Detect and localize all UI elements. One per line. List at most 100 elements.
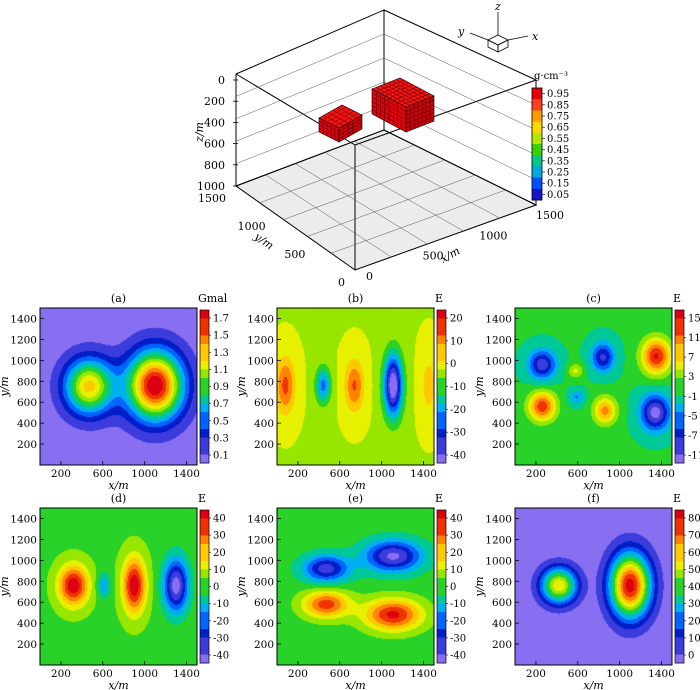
density-colorbar-tick-label: 0.15 bbox=[547, 179, 569, 190]
panel-c-colorbar-tick-label: -11 bbox=[688, 451, 700, 462]
panel-e-x-tick-label: 600 bbox=[330, 668, 350, 680]
panel-a-colorbar-segment bbox=[200, 335, 209, 345]
panel-a-colorbar-tick-label: 1.1 bbox=[213, 365, 229, 376]
panel-b-colorbar-segment bbox=[437, 395, 446, 404]
panel-b-colorbar-segment bbox=[437, 344, 446, 353]
panel-a-colorbar-segment bbox=[200, 318, 209, 328]
panel-e-colorbar-segment bbox=[437, 629, 446, 638]
orientation-triad: z x y bbox=[457, 0, 539, 53]
panel-e-colorbar-segment bbox=[437, 620, 446, 630]
panel-f-colorbar-tick-label: 50 bbox=[688, 565, 700, 576]
panel-d-y-tick-label: 600 bbox=[17, 597, 37, 609]
z-tick-label: 400 bbox=[204, 116, 225, 129]
panel-d-x-tick-label: 600 bbox=[93, 668, 113, 680]
panel-b: (b)200 600 1000 1400x/m14001200100080060040… bbox=[235, 292, 466, 492]
density-colorbar-title: g·cm⁻³ bbox=[534, 71, 568, 82]
panel-a-colorbar-segment bbox=[200, 310, 209, 319]
panel-f-colorbar-segment bbox=[675, 654, 684, 664]
panel-d-colorbar-tick-label: -30 bbox=[213, 633, 229, 644]
panel-b-y-tick-label: 1200 bbox=[247, 334, 274, 346]
x-tick-label: 0 bbox=[366, 270, 373, 283]
panel-d-colorbar-segment bbox=[200, 527, 209, 536]
panel-a-colorbar-tick-label: 0.1 bbox=[213, 451, 229, 462]
z-tick-label: 0 bbox=[218, 74, 225, 87]
density-colorbar: 0.950.850.750.650.550.450.350.250.150.05 bbox=[531, 87, 569, 201]
panel-f-y-tick-label: 1000 bbox=[485, 555, 512, 567]
panel-d-colorbar-tick-label: 10 bbox=[213, 565, 226, 576]
panel-a: (a) 200 600 1000 1400 x/m 1400 1200 1000 800 600 40… bbox=[0, 292, 229, 492]
panel-a-field bbox=[40, 308, 197, 465]
density-colorbar-tick-label: 0.55 bbox=[547, 134, 569, 145]
panel-b-colorbar-segment bbox=[437, 378, 446, 387]
panel-grid: (a)200 600 1000 1400x/m14001200100080060040… bbox=[0, 292, 700, 690]
panel-b-colorbar-segment bbox=[437, 403, 446, 413]
panel-e-colorbar-segment bbox=[437, 586, 446, 596]
panel-d-colorbar-segment bbox=[200, 595, 209, 604]
panel-d-field bbox=[40, 508, 197, 665]
triad-z-label: z bbox=[494, 0, 501, 13]
panel-a-colorbar-tick-label: 1.5 bbox=[213, 331, 229, 342]
panel-a-frame bbox=[39, 307, 198, 466]
z-axis-label: z/m bbox=[193, 122, 206, 143]
panel-f-field bbox=[515, 508, 672, 665]
z-tick-label: 200 bbox=[204, 95, 225, 108]
panel-a-y-tick-label: 600 bbox=[17, 397, 37, 409]
panel-b-colorbar-tick-label: 0 bbox=[450, 359, 456, 370]
cube-grid bbox=[235, 33, 537, 258]
panel-d-x-axis-label: x/m bbox=[108, 679, 128, 690]
panel-f-y-axis-label: y/m bbox=[473, 576, 486, 597]
panel-b-colorbar-tick-label: 10 bbox=[450, 336, 463, 347]
panel-e-x-tick-label: 1000 bbox=[368, 668, 395, 680]
panel-e-colorbar-tick-label: -20 bbox=[450, 616, 466, 627]
panel-a-y-axis-label: y/m bbox=[0, 376, 11, 397]
x-tick-label: 500 bbox=[423, 250, 444, 263]
panel-b-colorbar-tick-label: -40 bbox=[450, 451, 466, 462]
panel-e-x-tick-label: 200 bbox=[288, 668, 308, 680]
density-colorbar-segment bbox=[532, 99, 542, 111]
panel-b-colorbar-segment bbox=[437, 437, 446, 447]
panel-f-colorbar-segment bbox=[675, 646, 684, 655]
panel-e-y-tick-label: 800 bbox=[254, 576, 274, 588]
panel-c-colorbar-segment bbox=[675, 437, 684, 447]
panel-c-colorbar-segment bbox=[675, 327, 684, 336]
panel-d-colorbar-tick-label: 30 bbox=[213, 531, 226, 542]
y-axis-ticks: 1500 1000 500 0 bbox=[198, 192, 345, 289]
panel-a-x-axis-label: x/m bbox=[108, 479, 128, 492]
panel-c: (c) 200 600 1000 1400 x/m 1400 1200 1000 800 600 40… bbox=[473, 292, 700, 492]
panel-d-colorbar-segment bbox=[200, 637, 209, 647]
panel-a-colorbar-segment bbox=[200, 454, 209, 464]
panel-e-colorbar-segment bbox=[437, 518, 446, 528]
panel-a-colorbar-segment bbox=[200, 369, 209, 379]
panel-a-x-tick-label: 1400 bbox=[173, 468, 200, 480]
panel-d-colorbar-tick-label: 0 bbox=[213, 582, 219, 593]
panel-a-y-tick-label: 1400 bbox=[10, 313, 37, 325]
panel-f-colorbar-segment bbox=[675, 510, 684, 519]
panel-c-y-tick-label: 600 bbox=[492, 397, 512, 409]
panel-c-colorbar-tick-label: -1 bbox=[688, 392, 698, 403]
panel-d: (d)200 600 1000 1400x/m14001200100080060040… bbox=[0, 492, 229, 690]
z-tick-label: 600 bbox=[204, 138, 225, 151]
panel-b-colorbar-segment bbox=[437, 386, 446, 396]
panel-c-x-tick-label: 1000 bbox=[606, 468, 633, 480]
panel-f-y-tick-label: 400 bbox=[492, 618, 512, 630]
panel-b-colorbar-tick-label: -10 bbox=[450, 382, 466, 393]
panel-f-y-tick-label: 1400 bbox=[485, 513, 512, 525]
panel-c-colorbar-segment bbox=[675, 344, 684, 353]
panel-b-y-tick-label: 800 bbox=[254, 376, 274, 388]
x-axis-ticks: 0 500 1000 1500 bbox=[366, 209, 564, 283]
panel-d-colorbar-segment bbox=[200, 578, 209, 587]
panel-c-colorbar-tick-label: 3 bbox=[688, 372, 694, 383]
triad-y-label: y bbox=[457, 25, 465, 38]
panel-f-y-tick-label: 600 bbox=[492, 597, 512, 609]
panel-b-colorbar-unit: E bbox=[435, 292, 443, 305]
panel-d-y-tick-label: 1400 bbox=[10, 513, 37, 525]
panel-b-frame bbox=[276, 307, 435, 466]
panel-b-x-tick-label: 1000 bbox=[368, 468, 395, 480]
panel-b-y-axis-label: y/m bbox=[235, 376, 248, 397]
panel-d-colorbar-segment bbox=[200, 510, 209, 519]
panel-b-field bbox=[277, 308, 434, 465]
panel-d-colorbar-segment bbox=[200, 561, 209, 570]
panel-a-colorbar-segment bbox=[200, 412, 209, 421]
panel-f-colorbar-segment bbox=[675, 518, 684, 528]
panel-e-colorbar-segment bbox=[437, 510, 446, 519]
